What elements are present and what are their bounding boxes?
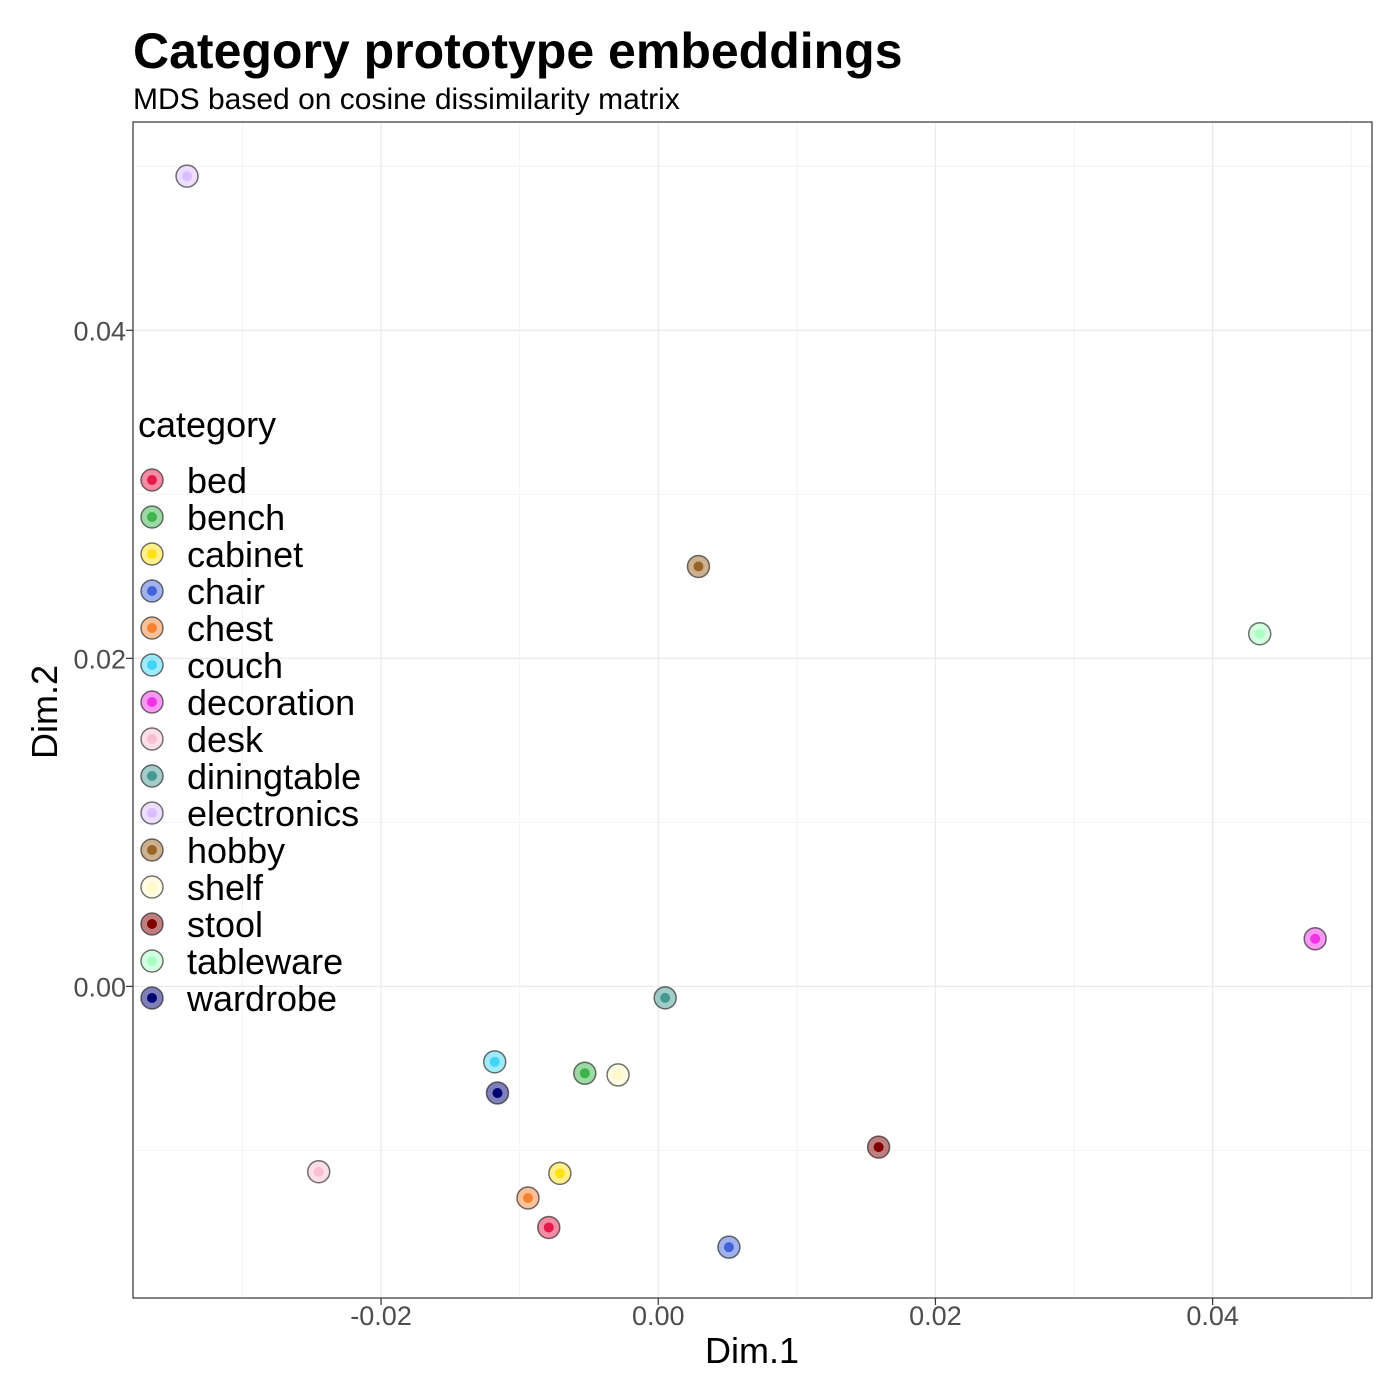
legend-item-desk: desk (140, 719, 264, 760)
x-tick-label: 0.02 (909, 1301, 962, 1331)
point-core (522, 1192, 533, 1203)
legend-item-bed: bed (140, 460, 247, 501)
legend-item-stool: stool (140, 904, 263, 945)
y-tick-label: 0.04 (73, 316, 126, 346)
x-axis-title: Dim.1 (705, 1330, 799, 1371)
chart-subtitle: MDS based on cosine dissimilarity matrix (133, 83, 680, 116)
legend-label: diningtable (187, 756, 361, 797)
point-core (723, 1242, 734, 1253)
legend-label: desk (187, 719, 264, 760)
x-tick-label: 0.00 (632, 1301, 685, 1331)
legend-item-couch: couch (140, 645, 283, 686)
x-tick-label: 0.04 (1186, 1301, 1239, 1331)
point-stool (866, 1135, 891, 1159)
point-decoration (1303, 927, 1327, 951)
legend-label: electronics (187, 793, 359, 834)
point-shelf (606, 1063, 630, 1087)
legend-label: bed (187, 460, 247, 501)
legend-item-wardrobe: wardrobe (140, 978, 337, 1019)
legend-key-core (147, 882, 157, 892)
point-core (554, 1168, 565, 1179)
legend-key-core (147, 623, 157, 633)
legend-label: shelf (187, 867, 264, 908)
point-core (1254, 628, 1265, 639)
legend-item-decoration: decoration (140, 682, 355, 723)
legend-item-hobby: hobby (140, 830, 285, 871)
point-core (543, 1222, 554, 1233)
point-desk (306, 1159, 331, 1184)
legend-key-core (147, 549, 157, 559)
point-core (579, 1068, 590, 1079)
point-tableware (1247, 621, 1272, 646)
legend-label: chest (187, 608, 273, 649)
data-points (175, 164, 1327, 1259)
legend-key-core (147, 956, 157, 966)
legend-label: tableware (187, 941, 343, 982)
legend-item-bench: bench (140, 497, 285, 538)
legend-key-core (147, 475, 157, 485)
legend-key-core (147, 734, 157, 744)
point-wardrobe (485, 1081, 510, 1105)
point-core (313, 1166, 324, 1177)
legend-key-core (147, 919, 157, 929)
legend-item-diningtable: diningtable (140, 756, 361, 797)
legend-label: chair (187, 571, 265, 612)
point-electronics (175, 164, 199, 188)
legend-label: wardrobe (186, 978, 337, 1019)
y-axis-title: Dim.2 (24, 665, 65, 759)
legend-title: category (138, 404, 276, 445)
legend-label: couch (187, 645, 283, 686)
panel-background (133, 122, 1372, 1298)
legend-key-core (147, 993, 157, 1003)
point-chest (516, 1186, 540, 1210)
chart-title: Category prototype embeddings (133, 23, 903, 79)
point-core (492, 1087, 503, 1098)
legend-key-core (147, 771, 157, 781)
legend-item-shelf: shelf (140, 867, 264, 908)
point-diningtable (653, 986, 677, 1010)
legend-label: stool (187, 904, 263, 945)
point-couch (482, 1050, 507, 1074)
x-axis: -0.02 0.00 0.02 0.04 (350, 1298, 1239, 1331)
y-tick-label: 0.00 (73, 972, 126, 1002)
plot-panel (132, 121, 1373, 1299)
point-hobby (686, 554, 711, 579)
point-core (873, 1142, 884, 1153)
legend-label: cabinet (187, 534, 303, 575)
point-core (1310, 933, 1321, 944)
legend-key-core (147, 512, 157, 522)
point-cabinet (548, 1161, 572, 1186)
legend-label: hobby (187, 830, 285, 871)
point-core (660, 992, 671, 1003)
legend-items: bedbenchcabinetchairchestcouchdecoration… (140, 460, 361, 1019)
legend-key-core (147, 845, 157, 855)
legend-key-core (147, 808, 157, 818)
y-axis: 0.00 0.02 0.04 (73, 316, 133, 1002)
point-core (693, 561, 704, 572)
y-tick-label: 0.02 (73, 644, 126, 674)
legend-item-cabinet: cabinet (140, 534, 303, 575)
point-bench (573, 1061, 597, 1086)
legend-label: decoration (187, 682, 355, 723)
legend-item-chair: chair (140, 571, 265, 612)
point-bed (537, 1215, 561, 1240)
legend-item-tableware: tableware (140, 941, 343, 982)
grid-lines (133, 122, 1372, 1298)
legend-key-core (147, 586, 157, 596)
legend-key-core (147, 697, 157, 707)
legend-key-core (147, 660, 157, 670)
panel-border (132, 121, 1373, 1299)
legend-item-electronics: electronics (140, 793, 359, 834)
point-core (489, 1056, 500, 1067)
legend: category bedbenchcabinetchairchestcouchd… (138, 404, 361, 1019)
legend-label: bench (187, 497, 285, 538)
x-tick-label: -0.02 (350, 1301, 412, 1331)
point-chair (717, 1235, 741, 1259)
point-core (613, 1069, 624, 1080)
legend-item-chest: chest (140, 608, 273, 649)
point-core (182, 171, 193, 182)
